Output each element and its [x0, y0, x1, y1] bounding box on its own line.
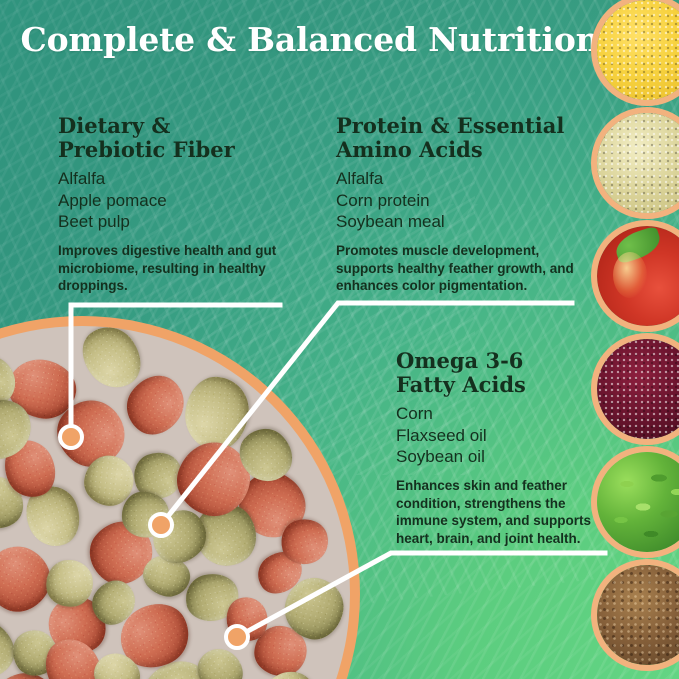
food-pellets [0, 326, 350, 679]
pet-food-bowl [0, 316, 360, 679]
ingredient-item: Soybean meal [336, 212, 445, 232]
nutrition-block-protein: Protein & Essential Amino Acids Alfalfa … [336, 114, 586, 295]
ingredient-item: Alfalfa [336, 169, 384, 189]
callout-dot-omega[interactable] [224, 624, 250, 650]
food-pellet [182, 373, 252, 453]
callout-dot-protein[interactable] [148, 512, 174, 538]
block-description-omega: Enhances skin and feather condition, str… [396, 477, 592, 547]
block-description-fiber: Improves digestive health and gut microb… [58, 242, 277, 294]
block-heading-protein: Protein & Essential Amino Acids [336, 114, 586, 161]
heading-line-1: Dietary & [58, 113, 171, 138]
ingredient-item: Apple pomace [58, 190, 167, 210]
beet-pulp-circle [591, 333, 679, 445]
block-description-protein: Promotes muscle development, supports he… [336, 242, 574, 294]
ingredient-list-omega: Corn Flaxseed oil Soybean oil [396, 403, 611, 468]
corn-texture [597, 0, 679, 100]
nutrition-block-fiber: Dietary & Prebiotic Fiber Alfalfa Apple … [58, 114, 298, 295]
nutrition-block-omega: Omega 3-6 Fatty Acids Corn Flaxseed oil … [396, 349, 611, 548]
ingredient-item: Alfalfa [58, 169, 106, 189]
alfalfa-leaves [597, 452, 679, 552]
ingredient-item: Flaxseed oil [396, 425, 487, 445]
heading-line-2: Fatty Acids [396, 371, 526, 397]
heading-line-1: Omega 3-6 [396, 348, 524, 373]
page-title: Complete & Balanced Nutrition [20, 20, 600, 59]
heading-line-1: Protein & Essential [336, 113, 565, 138]
heading-line-2: Prebiotic Fiber [58, 136, 235, 162]
soybean-meal-texture [597, 113, 679, 213]
block-heading-fiber: Dietary & Prebiotic Fiber [58, 114, 298, 161]
alfalfa-greens-circle [591, 446, 679, 558]
ingredient-item: Corn [396, 404, 433, 424]
ingredient-list-fiber: Alfalfa Apple pomace Beet pulp [58, 168, 298, 233]
apple-texture [597, 226, 679, 326]
flaxseed-texture [597, 565, 679, 665]
oat-meal-circle [591, 107, 679, 219]
heading-line-2: Amino Acids [336, 136, 483, 162]
ingredient-list-protein: Alfalfa Corn protein Soybean meal [336, 168, 586, 233]
ingredient-item: Beet pulp [58, 212, 130, 232]
callout-dot-fiber[interactable] [58, 424, 84, 450]
alfalfa-texture [597, 452, 679, 552]
beet-pulp-texture [597, 339, 679, 439]
apple-circle [591, 220, 679, 332]
block-heading-omega: Omega 3-6 Fatty Acids [396, 349, 611, 396]
pellet-grain-texture [182, 373, 252, 453]
bowl-rim [0, 316, 360, 679]
apple-highlight [613, 252, 647, 298]
corn-meal-circle [591, 0, 679, 106]
ingredient-item: Soybean oil [396, 447, 485, 467]
ingredient-item: Corn protein [336, 190, 430, 210]
flaxseed-circle [591, 559, 679, 671]
bowl-interior [0, 326, 350, 679]
